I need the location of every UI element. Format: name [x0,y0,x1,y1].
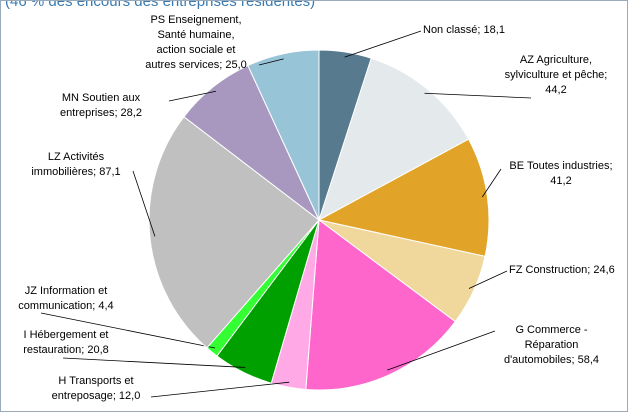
data-label: FZ Construction; 24,6 [509,264,615,276]
leader-line [132,170,156,237]
data-label: G Commerce - Réparation d'automobiles; 5… [503,324,600,366]
leader-line [481,168,502,198]
leader-line [62,357,246,368]
pie-slice [148,116,320,349]
leader-line [468,270,508,289]
leader-line [168,90,217,102]
data-label: MN Soutien aux entreprises; 28,2 [60,92,142,119]
leader-line [40,312,216,349]
data-label: Non classé; 18,1 [423,24,505,36]
data-label: JZ Information et communication; 4,4 [18,285,114,312]
leader-line [424,92,532,99]
pie-slice [317,138,490,257]
leader-line [258,58,284,66]
pie-slice [318,57,470,222]
data-label: I Hébergement et restauration; 20,8 [23,329,109,356]
data-label: LZ Activités immobilières; 87,1 [31,151,121,178]
pie-slice [305,219,457,391]
data-label: AZ Agriculture, sylviculture et pêche; 4… [504,54,608,96]
leader-line [387,330,496,371]
chart-subtitle: (46 % des encours des entreprises réside… [5,0,316,10]
leader-line [344,30,422,58]
data-label: BE Toutes industries; 41,2 [509,160,613,187]
data-label: H Transports et entreposage; 12,0 [51,375,141,402]
data-label: PS Enseignement, Santé humaine, action s… [145,14,247,71]
leader-line [150,381,290,398]
pie-slice [247,49,320,221]
